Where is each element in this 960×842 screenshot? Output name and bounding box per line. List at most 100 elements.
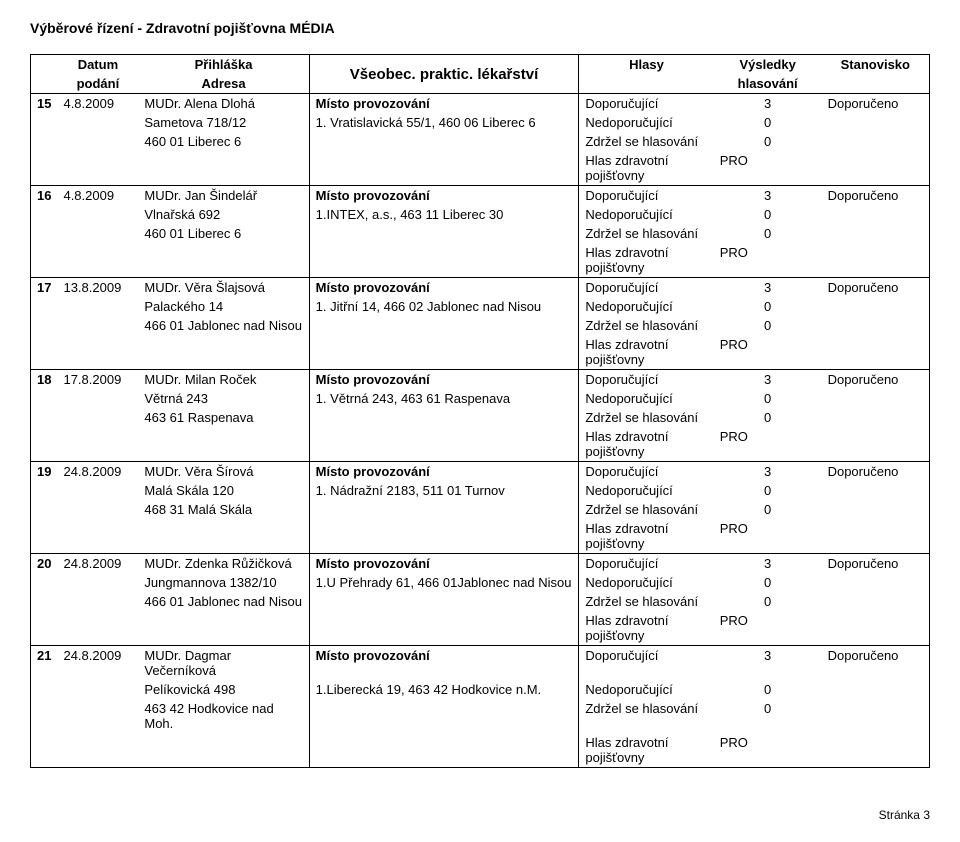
cell bbox=[822, 680, 930, 699]
cell: 3 bbox=[714, 462, 822, 482]
cell bbox=[822, 733, 930, 768]
cell bbox=[309, 519, 579, 554]
cell bbox=[309, 243, 579, 278]
cell: Malá Skála 120 bbox=[138, 481, 309, 500]
cell: 1.U Přehrady 61, 466 01Jablonec nad Niso… bbox=[309, 573, 579, 592]
cell bbox=[57, 151, 138, 186]
cell: 20 bbox=[31, 554, 58, 574]
cell: Nedoporučující bbox=[579, 680, 714, 699]
cell: Doporučeno bbox=[822, 646, 930, 681]
cell: Všeobec. praktic. lékařství bbox=[309, 55, 579, 94]
cell bbox=[31, 733, 58, 768]
page-title: Výběrové řízení - Zdravotní pojišťovna M… bbox=[30, 20, 930, 36]
cell: Doporučeno bbox=[822, 462, 930, 482]
cell: 0 bbox=[714, 205, 822, 224]
cell: 468 31 Malá Skála bbox=[138, 500, 309, 519]
cell: Vlnařská 692 bbox=[138, 205, 309, 224]
cell: 24.8.2009 bbox=[57, 646, 138, 681]
cell bbox=[822, 699, 930, 733]
cell bbox=[57, 316, 138, 335]
cell: Doporučující bbox=[579, 462, 714, 482]
cell bbox=[309, 592, 579, 611]
main-table: DatumPřihláškaVšeobec. praktic. lékařstv… bbox=[30, 54, 930, 768]
cell: Hlas zdravotní pojišťovny bbox=[579, 335, 714, 370]
cell: 466 01 Jablonec nad Nisou bbox=[138, 316, 309, 335]
cell: 3 bbox=[714, 186, 822, 206]
cell bbox=[822, 481, 930, 500]
cell bbox=[57, 680, 138, 699]
cell bbox=[31, 113, 58, 132]
cell: 0 bbox=[714, 408, 822, 427]
cell: Místo provozování bbox=[309, 370, 579, 390]
cell: Zdržel se hlasování bbox=[579, 132, 714, 151]
cell bbox=[57, 427, 138, 462]
cell: 3 bbox=[714, 554, 822, 574]
cell: Přihláška bbox=[138, 55, 309, 75]
cell: 1. Nádražní 2183, 511 01 Turnov bbox=[309, 481, 579, 500]
cell bbox=[822, 113, 930, 132]
cell: MUDr. Dagmar Večerníková bbox=[138, 646, 309, 681]
cell bbox=[57, 297, 138, 316]
cell bbox=[31, 427, 58, 462]
cell: 4.8.2009 bbox=[57, 94, 138, 114]
cell bbox=[57, 699, 138, 733]
cell: 463 61 Raspenava bbox=[138, 408, 309, 427]
cell bbox=[57, 733, 138, 768]
cell bbox=[822, 151, 930, 186]
cell bbox=[31, 335, 58, 370]
cell bbox=[138, 243, 309, 278]
cell bbox=[822, 611, 930, 646]
cell: Místo provozování bbox=[309, 646, 579, 681]
cell: Hlas zdravotní pojišťovny bbox=[579, 151, 714, 186]
cell bbox=[57, 205, 138, 224]
cell: 17.8.2009 bbox=[57, 370, 138, 390]
cell: 0 bbox=[714, 573, 822, 592]
cell: Hlasy bbox=[579, 55, 714, 75]
cell: Jungmannova 1382/10 bbox=[138, 573, 309, 592]
cell: 0 bbox=[714, 592, 822, 611]
cell bbox=[57, 408, 138, 427]
cell: 3 bbox=[714, 646, 822, 681]
cell bbox=[57, 224, 138, 243]
cell bbox=[31, 132, 58, 151]
cell: 0 bbox=[714, 699, 822, 733]
cell bbox=[309, 427, 579, 462]
cell: Nedoporučující bbox=[579, 481, 714, 500]
cell: 0 bbox=[714, 481, 822, 500]
cell: Doporučující bbox=[579, 370, 714, 390]
cell: 3 bbox=[714, 278, 822, 298]
cell bbox=[57, 500, 138, 519]
cell bbox=[57, 573, 138, 592]
cell bbox=[309, 132, 579, 151]
cell: 0 bbox=[714, 316, 822, 335]
cell bbox=[822, 592, 930, 611]
cell bbox=[31, 680, 58, 699]
cell: 18 bbox=[31, 370, 58, 390]
cell: 460 01 Liberec 6 bbox=[138, 224, 309, 243]
cell: MUDr. Alena Dlohá bbox=[138, 94, 309, 114]
cell bbox=[822, 297, 930, 316]
cell: Hlas zdravotní pojišťovny bbox=[579, 427, 714, 462]
cell: Hlas zdravotní pojišťovny bbox=[579, 733, 714, 768]
cell bbox=[822, 205, 930, 224]
cell: 19 bbox=[31, 462, 58, 482]
cell: 0 bbox=[714, 132, 822, 151]
cell bbox=[57, 113, 138, 132]
cell bbox=[138, 335, 309, 370]
cell: 17 bbox=[31, 278, 58, 298]
cell bbox=[138, 151, 309, 186]
cell: Místo provozování bbox=[309, 278, 579, 298]
cell: 15 bbox=[31, 94, 58, 114]
cell bbox=[31, 224, 58, 243]
cell: Sametova 718/12 bbox=[138, 113, 309, 132]
cell bbox=[31, 389, 58, 408]
cell bbox=[31, 316, 58, 335]
cell: 463 42 Hodkovice nad Moh. bbox=[138, 699, 309, 733]
cell bbox=[31, 408, 58, 427]
cell bbox=[822, 243, 930, 278]
cell bbox=[309, 500, 579, 519]
cell: 0 bbox=[714, 297, 822, 316]
cell: Místo provozování bbox=[309, 462, 579, 482]
cell: Nedoporučující bbox=[579, 297, 714, 316]
cell: Hlas zdravotní pojišťovny bbox=[579, 243, 714, 278]
